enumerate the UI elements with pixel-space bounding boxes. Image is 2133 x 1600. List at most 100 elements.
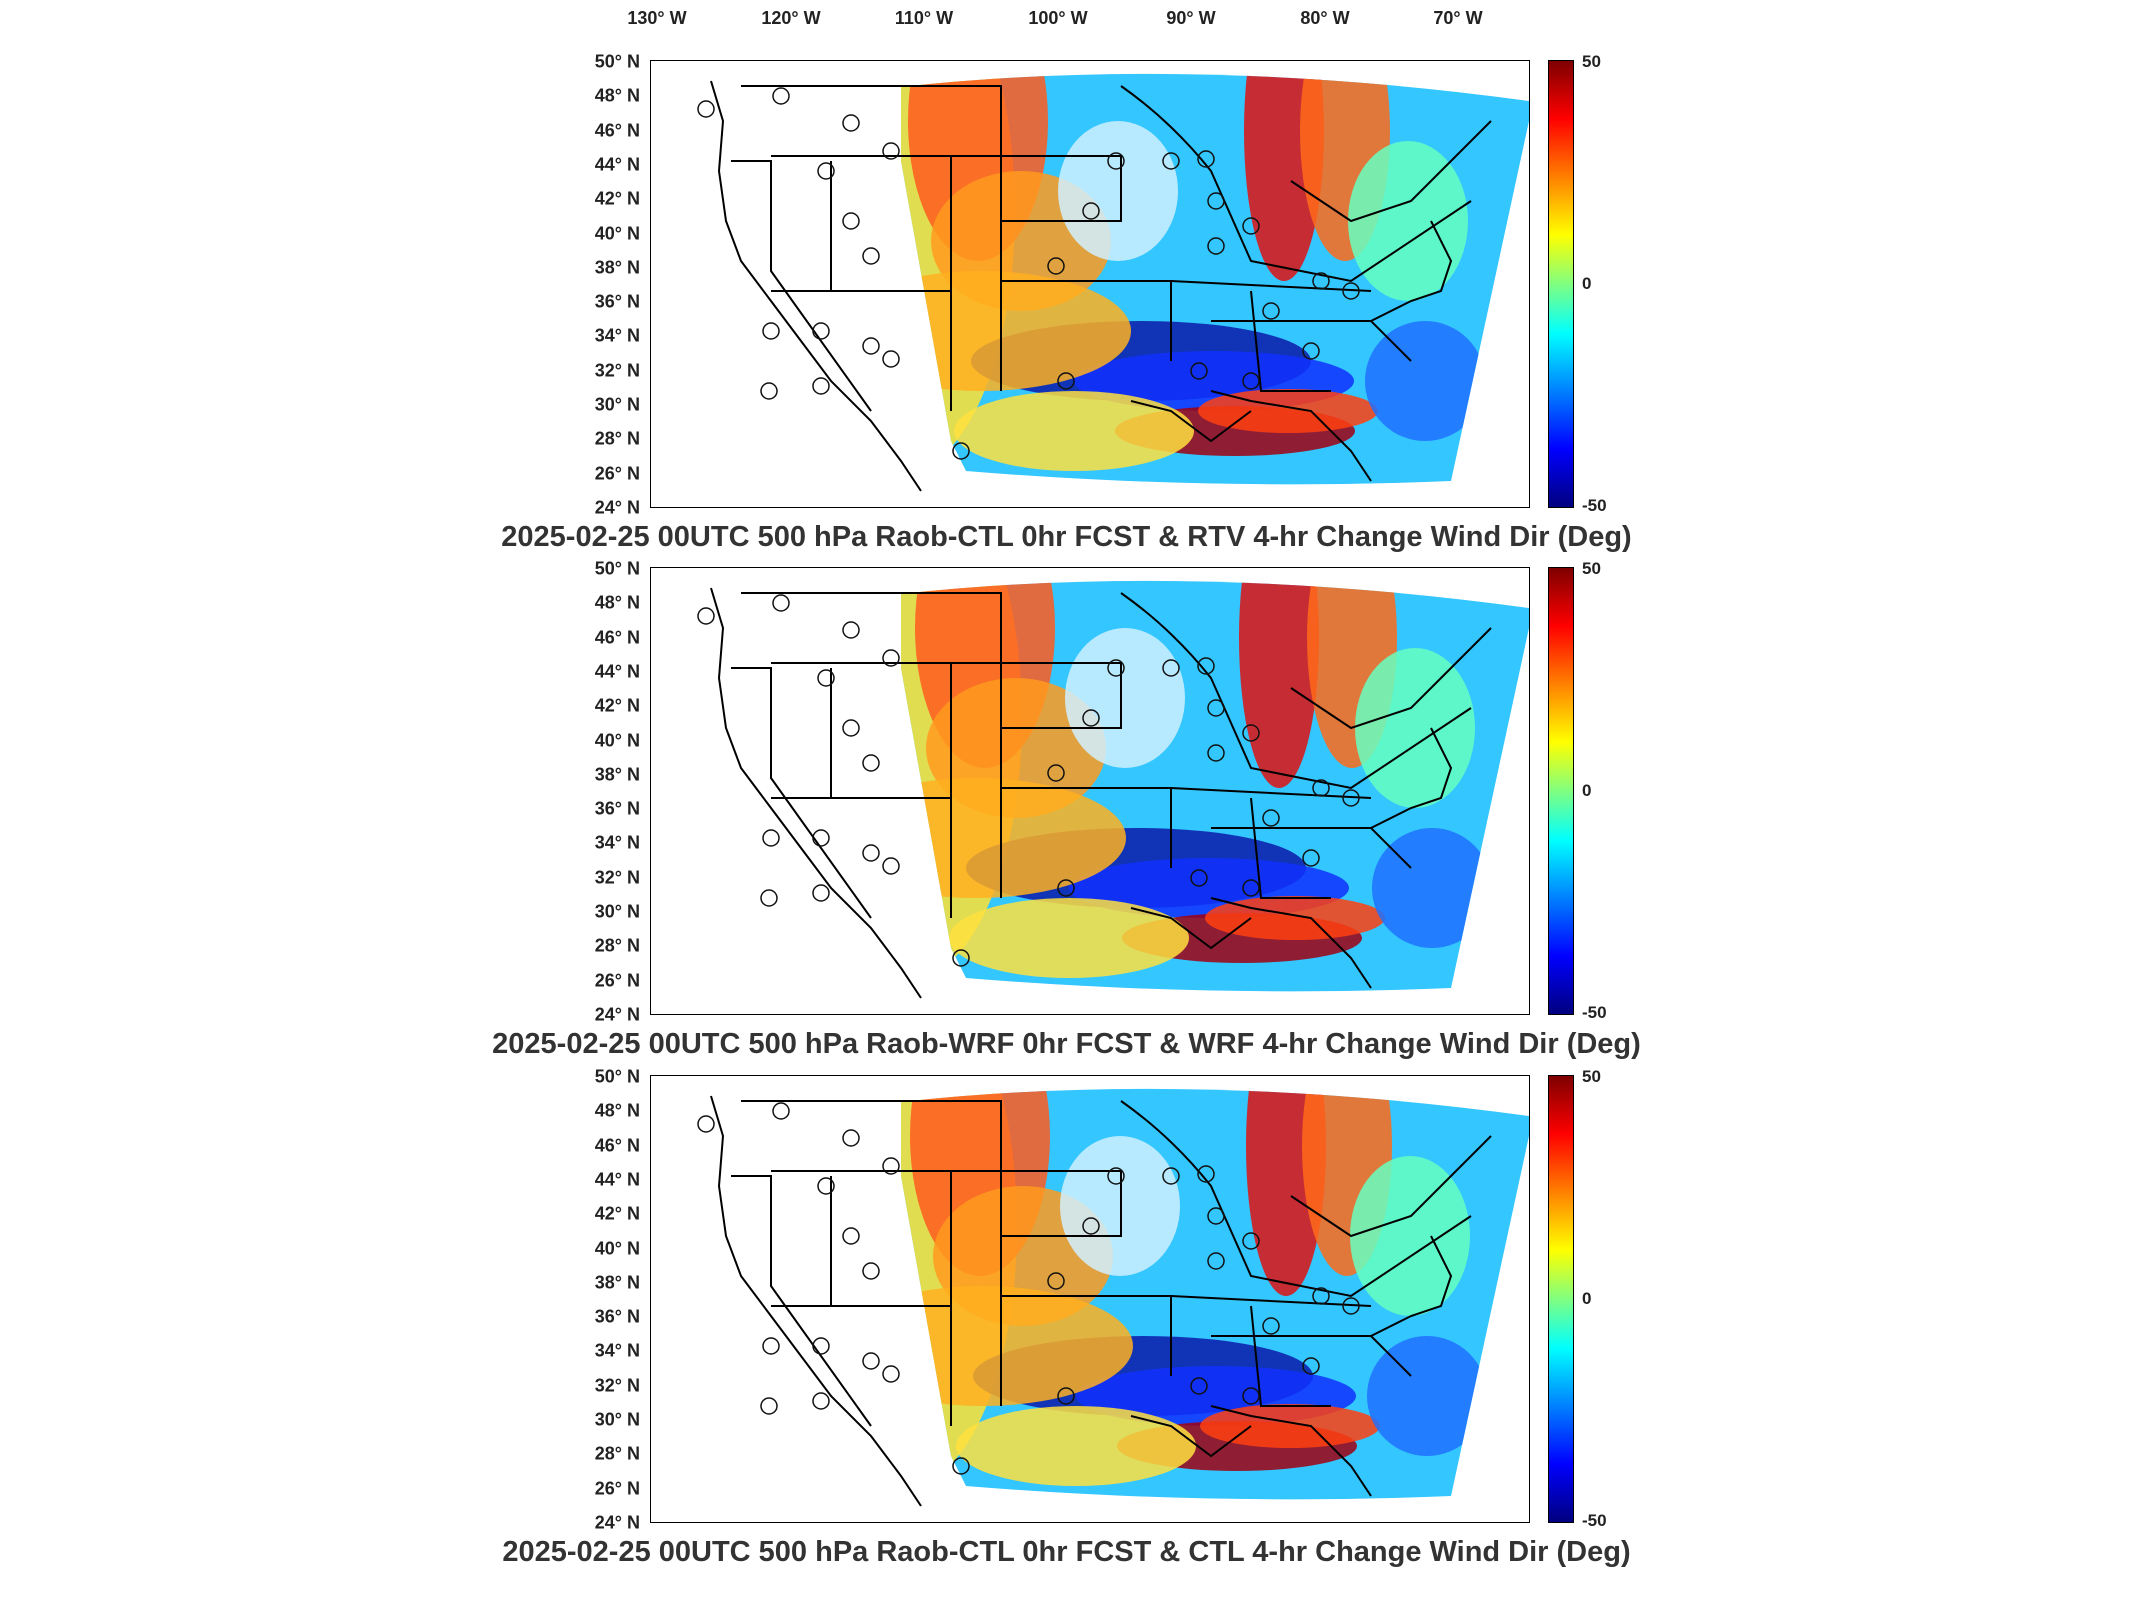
state-boundaries bbox=[710, 1095, 1492, 1507]
state-border bbox=[1001, 155, 1122, 222]
station-marker bbox=[1082, 1217, 1100, 1235]
lat-tick: 30° N bbox=[594, 394, 640, 415]
station-marker bbox=[812, 377, 830, 395]
station-marker bbox=[760, 889, 778, 907]
state-border bbox=[731, 160, 872, 412]
state-border bbox=[1290, 1135, 1492, 1238]
lat-tick: 48° N bbox=[594, 592, 640, 613]
map-canvas bbox=[697, 580, 1529, 999]
station-marker bbox=[1197, 150, 1215, 168]
wind-direction-field bbox=[901, 1088, 1529, 1500]
lat-tick: 42° N bbox=[594, 188, 640, 209]
station-marker bbox=[1242, 372, 1260, 390]
colorbar-tick-min: -50 bbox=[1582, 496, 1607, 515]
station-marker bbox=[862, 247, 880, 265]
station-marker bbox=[812, 829, 830, 847]
state-border bbox=[1250, 797, 1331, 899]
station-marker bbox=[817, 162, 835, 180]
station-marker bbox=[1302, 342, 1320, 360]
station-marker bbox=[882, 1365, 900, 1383]
longitude-axis: 130° W 120° W 110° W 100° W 90° W 80° W … bbox=[0, 0, 2133, 40]
lat-tick: 48° N bbox=[594, 1100, 640, 1121]
station-marker bbox=[862, 1262, 880, 1280]
station-marker bbox=[1262, 302, 1280, 320]
lat-tick: 28° N bbox=[594, 1443, 640, 1464]
station-marker bbox=[1242, 1387, 1260, 1405]
station-marker bbox=[760, 382, 778, 400]
station-marker bbox=[862, 1352, 880, 1370]
state-border bbox=[1250, 1305, 1331, 1407]
state-border bbox=[1001, 1170, 1122, 1237]
lat-tick: 32° N bbox=[594, 360, 640, 381]
station-marker bbox=[1082, 202, 1100, 220]
state-border bbox=[1250, 290, 1331, 392]
colorbar-tick-zero: 0 bbox=[1582, 781, 1592, 800]
lat-tick: 46° N bbox=[594, 120, 640, 141]
station-marker bbox=[1162, 1167, 1180, 1185]
station-marker bbox=[817, 1177, 835, 1195]
station-marker bbox=[812, 1337, 830, 1355]
lat-tick: 34° N bbox=[594, 832, 640, 853]
station-marker bbox=[762, 1337, 780, 1355]
state-border bbox=[1130, 400, 1252, 443]
state-border bbox=[1170, 280, 1372, 292]
station-marker bbox=[1207, 1252, 1225, 1270]
lat-tick: 48° N bbox=[594, 85, 640, 106]
lat-tick: 30° N bbox=[594, 1409, 640, 1430]
lon-tick: 100° W bbox=[1028, 8, 1088, 28]
lon-tick: 130° W bbox=[627, 8, 687, 28]
station-marker bbox=[842, 719, 860, 737]
colorbar-tick-max: 50 bbox=[1582, 1067, 1601, 1086]
station-marker bbox=[1312, 272, 1330, 290]
station-marker bbox=[1207, 237, 1225, 255]
station-marker bbox=[862, 337, 880, 355]
map-frame bbox=[650, 60, 1530, 508]
station-marker bbox=[1207, 1207, 1225, 1225]
lat-tick: 40° N bbox=[594, 223, 640, 243]
coastline bbox=[710, 80, 922, 492]
lat-tick: 38° N bbox=[594, 764, 640, 785]
state-border bbox=[1170, 1295, 1372, 1307]
state-border bbox=[1370, 220, 1453, 322]
lat-tick: 42° N bbox=[594, 695, 640, 716]
state-border bbox=[1210, 1405, 1372, 1497]
station-marker bbox=[1262, 809, 1280, 827]
lat-tick: 34° N bbox=[594, 325, 640, 346]
station-marker bbox=[762, 829, 780, 847]
station-marker bbox=[1190, 1377, 1208, 1395]
station-marker bbox=[1302, 1357, 1320, 1375]
raob-stations bbox=[697, 1102, 1360, 1475]
lon-tick: 70° W bbox=[1433, 8, 1483, 28]
state-border bbox=[1290, 627, 1492, 730]
station-marker bbox=[882, 857, 900, 875]
station-marker bbox=[1107, 152, 1125, 170]
state-border bbox=[1370, 1235, 1453, 1337]
raob-stations bbox=[697, 594, 1360, 967]
station-marker bbox=[1342, 789, 1360, 807]
coastline bbox=[710, 587, 922, 999]
lat-tick: 36° N bbox=[594, 798, 640, 819]
lat-tick: 44° N bbox=[594, 661, 640, 682]
lat-tick: 44° N bbox=[594, 154, 640, 175]
station-marker bbox=[1207, 192, 1225, 210]
lat-tick: 26° N bbox=[594, 1478, 640, 1499]
station-marker bbox=[1342, 282, 1360, 300]
map-frame bbox=[650, 1075, 1530, 1523]
map-frame bbox=[650, 567, 1530, 1015]
lat-tick: 24° N bbox=[594, 1512, 640, 1533]
colorbar-tick-max: 50 bbox=[1582, 52, 1601, 71]
station-marker bbox=[1312, 779, 1330, 797]
station-marker bbox=[1207, 744, 1225, 762]
station-marker bbox=[812, 322, 830, 340]
station-marker bbox=[1047, 257, 1065, 275]
station-marker bbox=[1207, 699, 1225, 717]
colorbar bbox=[1548, 567, 1574, 1015]
station-marker bbox=[697, 100, 715, 118]
panel-title: 2025-02-25 00UTC 500 hPa Raob-WRF 0hr FC… bbox=[492, 1028, 1641, 1060]
station-marker bbox=[1242, 879, 1260, 897]
station-marker bbox=[772, 1102, 790, 1120]
state-border bbox=[1130, 1415, 1252, 1458]
colorbar-tick-min: -50 bbox=[1582, 1511, 1607, 1530]
station-marker bbox=[697, 607, 715, 625]
station-marker bbox=[1197, 657, 1215, 675]
